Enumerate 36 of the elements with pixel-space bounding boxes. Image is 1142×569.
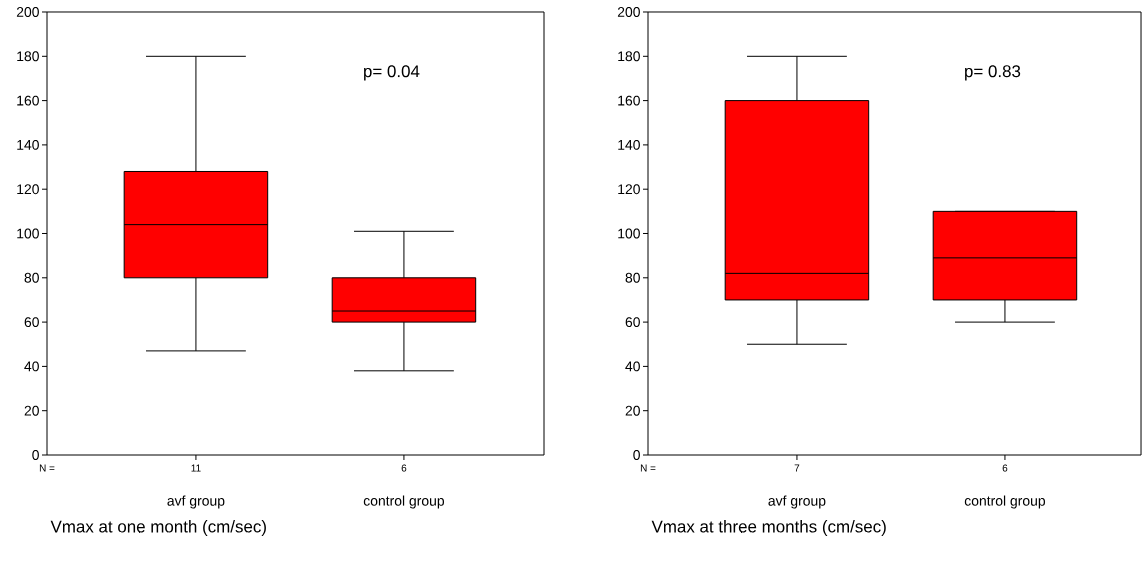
y-tick-label: 20 (24, 405, 39, 416)
y-tick-label: 180 (618, 51, 640, 62)
y-tick-label: 0 (633, 450, 640, 460)
y-tick-label: 20 (625, 405, 640, 416)
y-tick-label: 140 (618, 139, 640, 150)
y-tick-label: 100 (618, 228, 640, 239)
y-tick-label: 140 (17, 139, 39, 150)
y-tick-label: 80 (24, 272, 39, 283)
text: N = (640, 464, 656, 472)
y-tick-label: 160 (618, 95, 640, 106)
text: 7 (794, 464, 800, 472)
y-tick-label: 40 (24, 361, 39, 372)
y-tick-label: 100 (17, 228, 39, 239)
x-tick-label: avf group (768, 495, 826, 509)
text: 6 (1002, 464, 1008, 472)
y-tick-label: 40 (625, 361, 640, 372)
y-tick-label: 80 (625, 272, 640, 283)
x-tick-label: control group (363, 495, 445, 509)
annotation: p= 0.83 (965, 65, 1021, 81)
y-tick-label: 160 (17, 95, 39, 106)
x-tick-label: control group (964, 495, 1046, 509)
text: Vmax at one month (cm/sec) (50, 520, 266, 536)
annotation: p= 0.04 (364, 65, 420, 81)
x-tick-label: avf group (167, 495, 225, 509)
text: N = (39, 464, 55, 472)
text: 11 (191, 464, 201, 472)
y-tick-label: 120 (17, 184, 39, 195)
y-tick-label: 200 (617, 7, 640, 17)
y-tick-label: 180 (17, 51, 39, 62)
y-tick-label: 60 (625, 317, 640, 328)
y-tick-label: 0 (32, 450, 39, 460)
y-tick-label: 60 (24, 317, 39, 328)
y-tick-label: 120 (618, 184, 640, 195)
text: Vmax at three months (cm/sec) (651, 520, 886, 536)
y-tick-label: 200 (16, 7, 39, 17)
text: 6 (401, 464, 407, 472)
